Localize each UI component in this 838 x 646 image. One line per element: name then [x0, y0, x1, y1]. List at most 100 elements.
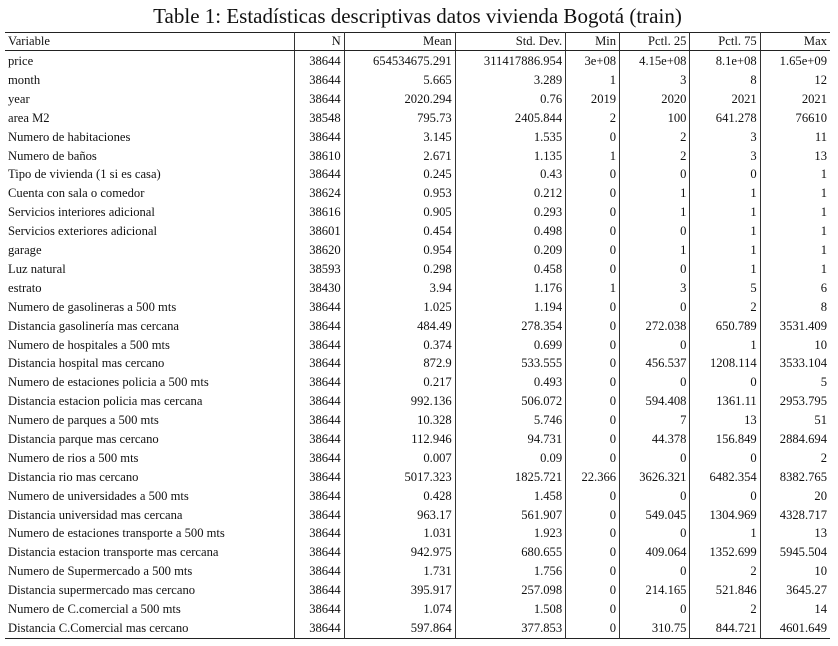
- pctl-25-cell: 0: [619, 260, 691, 280]
- mean-cell: 0.007: [344, 449, 456, 468]
- variable-cell: Numero de rios a 500 mts: [5, 449, 295, 468]
- max-cell: 10: [814, 337, 827, 352]
- pctl-25-cell: 3: [619, 71, 691, 91]
- std-dev-cell: 0.43: [455, 165, 567, 185]
- n-cell: 38644: [294, 165, 345, 185]
- max-cell: 2: [820, 450, 827, 465]
- variable-cell: Numero de baños: [5, 146, 295, 166]
- std-dev-cell: 561.907: [455, 505, 567, 525]
- min-cell: 0: [565, 260, 621, 280]
- mean-cell: 942.975: [344, 543, 456, 563]
- mean-cell: 1.025: [344, 297, 456, 317]
- variable-cell: Distancia rio mas cercano: [5, 468, 295, 487]
- mean-cell: 795.73: [344, 109, 456, 128]
- mean-header: Mean: [344, 32, 456, 52]
- pctl-75-cell: 1: [689, 184, 761, 204]
- variable-cell: Cuenta con sala o comedor: [5, 184, 295, 204]
- min-cell: 0: [565, 127, 621, 147]
- variable-cell: area M2: [5, 109, 295, 128]
- min-cell: 0: [565, 184, 621, 204]
- variable-cell: Distancia universidad mas cercana: [5, 505, 295, 525]
- mean-cell: 10.328: [344, 411, 456, 431]
- pctl-25-cell: 0: [619, 335, 691, 355]
- pctl-75-cell: 0: [689, 449, 761, 468]
- pctl-25-cell: 1: [619, 184, 691, 204]
- table-row: month 38644 5.665 3.289 1 3 8 12: [5, 71, 830, 91]
- table-header-row: Variable N Mean Std. Dev. Min Pctl. 25 Pctl. 7…: [5, 32, 830, 52]
- mean-cell: 1.031: [344, 524, 456, 544]
- pctl-75-cell: 1361.11: [689, 392, 761, 412]
- mean-cell: 484.49: [344, 316, 456, 336]
- max-cell: 1: [820, 243, 827, 258]
- pctl-25-cell: 2020: [619, 90, 691, 110]
- mean-cell: 963.17: [344, 505, 456, 525]
- min-cell: 0: [565, 524, 621, 544]
- pctl-25-cell: 100: [619, 109, 691, 128]
- std-dev-cell: 533.555: [455, 354, 567, 374]
- std-dev-cell: 1.135: [455, 146, 567, 166]
- max-cell: 3531.409: [779, 318, 827, 333]
- mean-cell: 0.217: [344, 373, 456, 393]
- std-dev-cell: 506.072: [455, 392, 567, 412]
- std-dev-cell: 3.289: [455, 71, 567, 91]
- variable-cell: Luz natural: [5, 260, 295, 280]
- pctl-25-cell: 2: [619, 146, 691, 166]
- pctl-25-cell: 310.75: [619, 619, 691, 639]
- max-cell: 8382.765: [779, 469, 827, 484]
- min-cell: 22.366: [565, 468, 621, 487]
- n-cell: 38644: [294, 581, 345, 601]
- pctl-75-cell: 8: [689, 71, 761, 91]
- min-cell: 0: [565, 203, 621, 223]
- max-cell: 20: [814, 488, 827, 503]
- pctl-75-cell: 650.789: [689, 316, 761, 336]
- min-cell: 0: [565, 486, 621, 506]
- n-cell: 38644: [294, 373, 345, 393]
- min-cell: 0: [565, 562, 621, 582]
- table-row: Distancia gasolinería mas cercana 38644 48…: [5, 316, 830, 336]
- mean-cell: 0.245: [344, 165, 456, 185]
- min-cell: 0: [565, 354, 621, 374]
- table-row: Numero de estaciones policia a 500 mts 38…: [5, 373, 830, 393]
- mean-cell: 0.954: [344, 241, 456, 261]
- n-cell: 38644: [294, 430, 345, 450]
- table-row: Numero de rios a 500 mts 38644 0.007 0.09 0 0…: [5, 449, 830, 468]
- pctl-75-cell: 844.721: [689, 619, 761, 639]
- max-cell: 13: [814, 148, 827, 163]
- table-row: Numero de estaciones transporte a 500 mt…: [5, 524, 830, 544]
- max-cell: 4601.649: [779, 620, 827, 635]
- variable-cell: Numero de estaciones policia a 500 mts: [5, 373, 295, 393]
- pctl-25-cell: 3626.321: [619, 468, 691, 487]
- mean-cell: 1.731: [344, 562, 456, 582]
- pctl-75-cell: 1: [689, 335, 761, 355]
- max-cell: 12: [814, 73, 827, 88]
- std-dev-cell: 5.746: [455, 411, 567, 431]
- mean-cell: 0.454: [344, 222, 456, 242]
- min-cell: 0: [565, 505, 621, 525]
- std-dev-cell: 1.176: [455, 279, 567, 298]
- table-row: Tipo de vivienda (1 si es casa) 38644 0.24…: [5, 165, 830, 185]
- table-row: Distancia supermercado mas cercano 38644 3…: [5, 581, 830, 601]
- table-row: area M2 38548 795.73 2405.844 2 100 641.278 766…: [5, 109, 830, 128]
- pctl-25-cell: 1: [619, 203, 691, 223]
- pctl-75-cell: 3: [689, 127, 761, 147]
- n-cell: 38601: [294, 222, 345, 242]
- mean-cell: 5017.323: [344, 468, 456, 487]
- n-header: N: [294, 32, 345, 52]
- min-header: Min: [565, 32, 621, 52]
- std-dev-cell: 257.098: [455, 581, 567, 601]
- n-cell: 38644: [294, 619, 345, 639]
- n-cell: 38430: [294, 279, 345, 298]
- max-cell: 1: [820, 224, 827, 239]
- pctl-75-cell: 1: [689, 222, 761, 242]
- min-cell: 3e+08: [565, 50, 621, 72]
- std-dev-cell: 377.853: [455, 619, 567, 639]
- pctl-75-cell: 2021: [689, 90, 761, 110]
- min-cell: 0: [565, 165, 621, 185]
- pctl-75-cell: 13: [689, 411, 761, 431]
- pctl-25-cell: 44.378: [619, 430, 691, 450]
- max-cell: 2021: [801, 91, 827, 106]
- mean-cell: 0.428: [344, 486, 456, 506]
- max-cell: 1: [820, 186, 827, 201]
- table-row: Numero de baños 38610 2.671 1.135 1 2 3 13: [5, 146, 830, 166]
- n-cell: 38593: [294, 260, 345, 280]
